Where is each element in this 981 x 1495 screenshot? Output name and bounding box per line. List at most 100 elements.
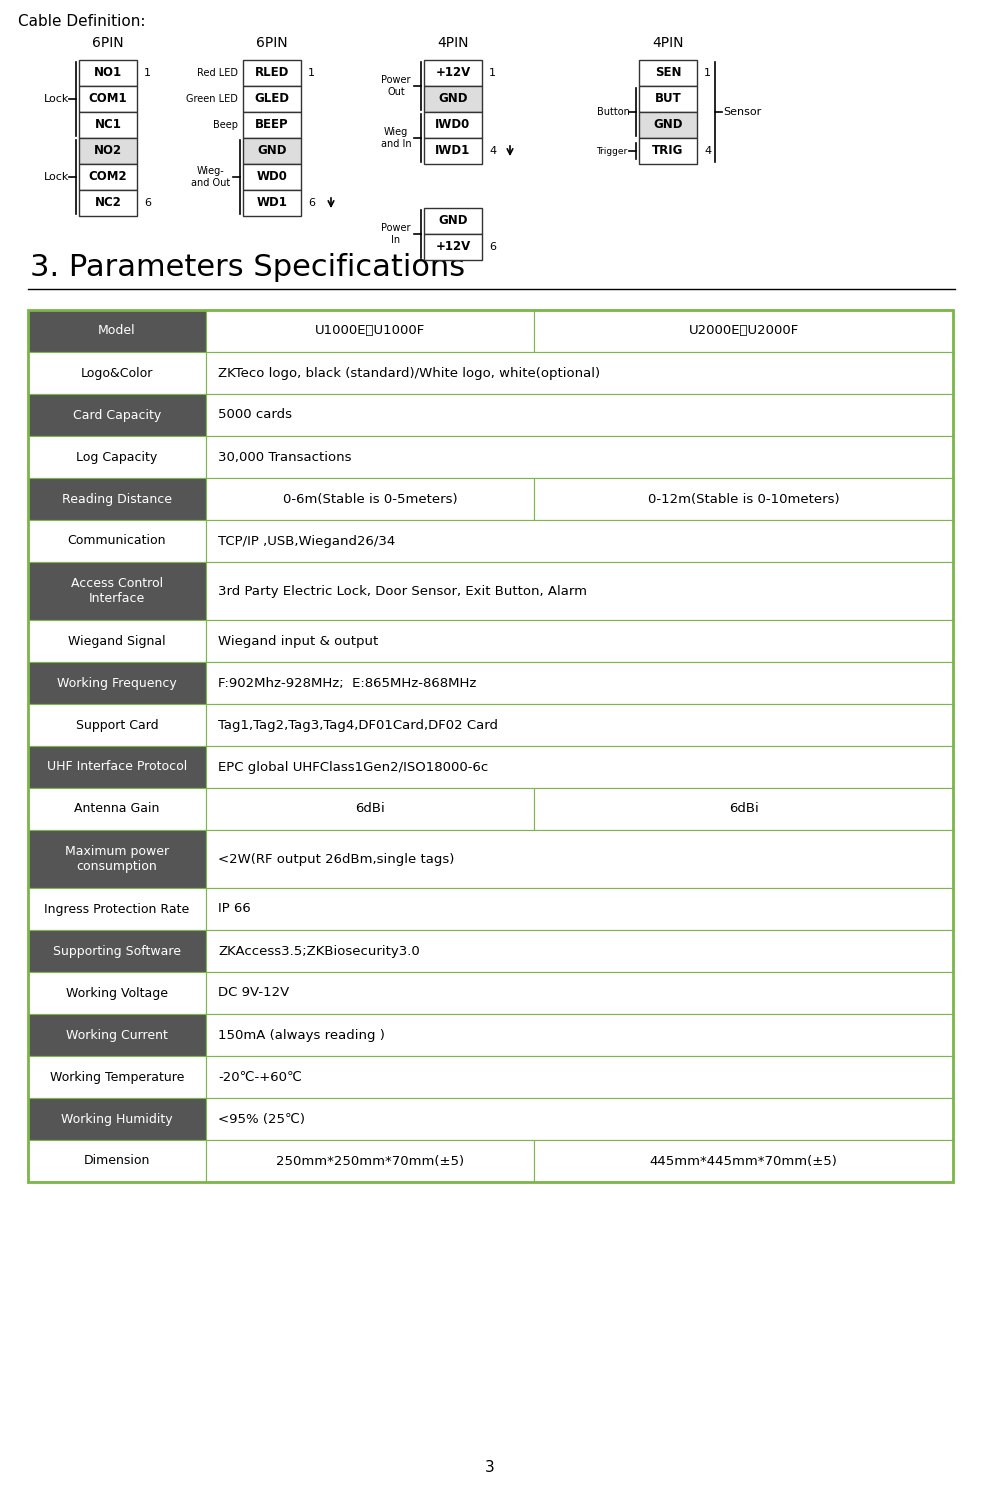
Text: 6: 6 [144,197,151,208]
Text: <2W(RF output 26dBm,single tags): <2W(RF output 26dBm,single tags) [218,852,454,866]
Text: 150mA (always reading ): 150mA (always reading ) [218,1029,385,1042]
Text: Support Card: Support Card [76,719,158,731]
Text: Beep: Beep [213,120,238,130]
Text: U1000E，U1000F: U1000E，U1000F [315,324,425,338]
Bar [206,309,534,351]
Bar [424,112,482,138]
Bar [79,164,137,190]
Text: WD1: WD1 [257,196,287,209]
Bar [79,190,137,215]
Text: 3: 3 [486,1459,494,1474]
Bar [79,112,137,138]
Bar [206,478,534,520]
Bar [28,930,206,972]
Text: Supporting Software: Supporting Software [53,945,181,957]
Text: Working Frequency: Working Frequency [57,677,177,689]
Text: Ingress Protection Rate: Ingress Protection Rate [44,903,189,915]
Bar [206,704,953,746]
Text: 0-12m(Stable is 0-10meters): 0-12m(Stable is 0-10meters) [647,492,840,505]
Bar [28,620,206,662]
Bar [424,235,482,260]
Text: 4PIN: 4PIN [438,36,469,49]
Text: GND: GND [257,145,286,157]
Bar [639,112,697,138]
Text: IWD0: IWD0 [436,118,471,132]
Text: Communication: Communication [68,535,166,547]
Text: WD0: WD0 [257,170,287,184]
Text: 4: 4 [704,147,711,155]
Text: GND: GND [439,93,468,106]
Text: Dimension: Dimension [83,1154,150,1168]
Text: Maximum power
consumption: Maximum power consumption [65,845,169,873]
Bar [28,972,206,1014]
Text: <95% (25℃): <95% (25℃) [218,1112,305,1126]
Text: 4: 4 [489,147,496,155]
Text: 6: 6 [489,242,496,253]
Text: 250mm*250mm*70mm(±5): 250mm*250mm*70mm(±5) [276,1154,464,1168]
Bar [206,972,953,1014]
Text: 4PIN: 4PIN [652,36,684,49]
Bar [28,351,206,395]
Text: +12V: +12V [436,241,471,254]
Bar [206,1097,953,1141]
Text: COM1: COM1 [88,93,128,106]
Text: 445mm*445mm*70mm(±5): 445mm*445mm*70mm(±5) [649,1154,838,1168]
Text: Wieg
and In: Wieg and In [381,127,411,150]
Text: IWD1: IWD1 [436,145,471,157]
Bar [424,87,482,112]
Bar [28,562,206,620]
Bar [243,164,301,190]
Bar [639,87,697,112]
Text: 1: 1 [144,67,151,78]
Bar [206,788,534,830]
Text: Lock: Lock [44,172,70,182]
Bar [28,437,206,478]
Bar [28,520,206,562]
Text: GLED: GLED [254,93,289,106]
Text: UHF Interface Protocol: UHF Interface Protocol [47,761,187,773]
Text: NC2: NC2 [94,196,122,209]
Text: BEEP: BEEP [255,118,288,132]
Text: Wiegand Signal: Wiegand Signal [69,634,166,647]
Bar [28,830,206,888]
Bar [28,1014,206,1055]
Bar [28,309,206,351]
Bar [79,138,137,164]
Bar [206,437,953,478]
Bar [243,190,301,215]
Bar [424,60,482,87]
Bar [206,1141,534,1183]
Bar [206,620,953,662]
Text: U2000E，U2000F: U2000E，U2000F [689,324,799,338]
Bar [243,87,301,112]
Text: Wiegand input & output: Wiegand input & output [218,634,379,647]
Text: Access Control
Interface: Access Control Interface [71,577,163,605]
Text: ZKAccess3.5;ZKBiosecurity3.0: ZKAccess3.5;ZKBiosecurity3.0 [218,945,420,957]
Bar [206,520,953,562]
Text: Trigger: Trigger [596,147,628,155]
Text: 0-6m(Stable is 0-5meters): 0-6m(Stable is 0-5meters) [283,492,457,505]
Bar [639,138,697,164]
Bar [206,395,953,437]
Text: Tag1,Tag2,Tag3,Tag4,DF01Card,DF02 Card: Tag1,Tag2,Tag3,Tag4,DF01Card,DF02 Card [218,719,498,731]
Text: SEN: SEN [654,66,681,79]
Text: Working Humidity: Working Humidity [61,1112,173,1126]
Text: 5000 cards: 5000 cards [218,408,292,422]
Text: 1: 1 [704,67,711,78]
Bar [206,562,953,620]
Text: 6PIN: 6PIN [92,36,124,49]
Bar [206,1055,953,1097]
Text: -20℃-+60℃: -20℃-+60℃ [218,1070,302,1084]
Text: 6: 6 [308,197,315,208]
Text: GND: GND [653,118,683,132]
Bar [534,1141,953,1183]
Text: Cable Definition:: Cable Definition: [18,15,145,30]
Text: 1: 1 [489,67,496,78]
Bar [424,138,482,164]
Bar [534,788,953,830]
Bar [534,478,953,520]
Bar [28,309,953,1183]
Bar [243,112,301,138]
Text: Green LED: Green LED [186,94,238,105]
Bar [206,746,953,788]
